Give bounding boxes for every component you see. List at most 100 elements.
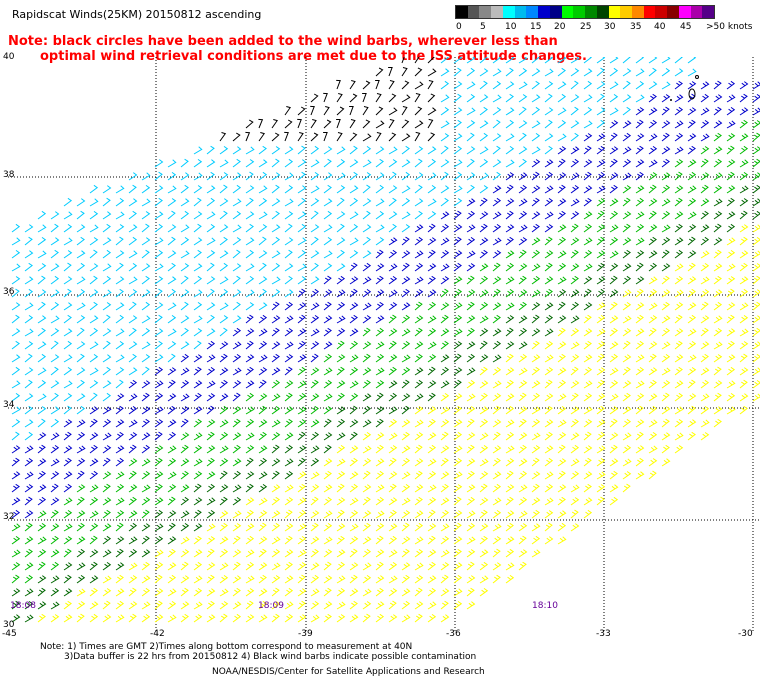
- wind-barb: [414, 548, 424, 558]
- wind-barb: [687, 431, 696, 441]
- wind-barb: [479, 328, 489, 337]
- wind-barb: [674, 106, 684, 116]
- wind-barb: [583, 328, 593, 337]
- wind-barb: [661, 315, 671, 324]
- wind-barb: [453, 562, 463, 571]
- wind-barb: [323, 484, 333, 493]
- wind-barb: [427, 68, 437, 77]
- wind-barb: [310, 341, 320, 350]
- wind-barb: [219, 276, 229, 285]
- wind-barb: [310, 536, 320, 545]
- wind-barb: [388, 380, 398, 389]
- wind-barb: [427, 601, 437, 610]
- wind-barb: [492, 302, 502, 311]
- wind-barb: [76, 419, 86, 428]
- wind-barb: [219, 341, 229, 350]
- wind-barb: [258, 419, 268, 428]
- wind-barb: [479, 406, 489, 415]
- wind-barb: [687, 250, 697, 259]
- wind-barb: [596, 171, 606, 181]
- wind-barb: [752, 250, 760, 259]
- wind-barb: [271, 510, 281, 519]
- wind-barb: [505, 458, 515, 467]
- wind-barb: [518, 523, 528, 532]
- wind-barb: [622, 249, 631, 259]
- wind-barb: [258, 483, 268, 493]
- wind-barb: [674, 392, 684, 402]
- wind-barb: [518, 67, 528, 77]
- wind-barb: [440, 445, 450, 454]
- wind-barb: [245, 588, 255, 597]
- wind-barb: [739, 314, 749, 324]
- wind-barb: [323, 536, 333, 545]
- wind-barb: [401, 393, 411, 402]
- wind-barb: [37, 379, 47, 389]
- wind-barb: [245, 392, 255, 402]
- wind-barb: [518, 249, 527, 259]
- wind-barb: [414, 224, 424, 233]
- wind-barb: [557, 496, 566, 506]
- wind-barb: [635, 314, 644, 324]
- wind-barb: [219, 393, 229, 402]
- wind-barb: [622, 94, 632, 103]
- wind-barb: [297, 392, 307, 402]
- wind-barb: [297, 185, 307, 194]
- wind-barb: [427, 549, 437, 558]
- wind-barb: [492, 340, 502, 350]
- wind-barb: [11, 549, 21, 558]
- wind-barb: [323, 432, 333, 441]
- wind-barb: [401, 133, 411, 142]
- wind-barb: [76, 574, 86, 584]
- wind-barb: [219, 510, 229, 519]
- wind-barb: [531, 68, 541, 77]
- wind-barb: [401, 197, 411, 207]
- wind-barb: [440, 380, 450, 389]
- wind-barb: [661, 458, 671, 467]
- wind-barb: [323, 496, 333, 506]
- longitude-label: -36: [446, 629, 461, 639]
- wind-barb: [180, 379, 190, 389]
- wind-barb: [37, 496, 47, 506]
- wind-barb: [11, 419, 21, 428]
- wind-barb: [180, 601, 190, 610]
- wind-barb: [284, 444, 294, 454]
- wind-barb: [258, 600, 268, 610]
- wind-barb: [24, 614, 34, 623]
- wind-barb: [154, 288, 163, 298]
- wind-barb: [453, 93, 462, 103]
- wind-barb: [609, 263, 619, 272]
- wind-barb: [232, 184, 242, 194]
- wind-barb: [713, 289, 723, 298]
- wind-barb: [414, 93, 421, 103]
- wind-barb: [180, 275, 189, 285]
- wind-barb: [63, 366, 73, 376]
- wind-barb: [271, 236, 281, 246]
- wind-barb: [128, 496, 137, 506]
- wind-barb: [401, 431, 410, 441]
- wind-barb: [414, 484, 424, 493]
- wind-barb: [193, 471, 203, 480]
- wind-barb: [349, 250, 359, 259]
- wind-barb: [505, 198, 515, 207]
- wind-barb: [258, 548, 267, 558]
- wind-barb: [258, 132, 266, 142]
- wind-barb: [193, 549, 203, 558]
- wind-barb: [193, 392, 202, 402]
- wind-barb: [596, 159, 606, 168]
- wind-barb: [557, 262, 567, 272]
- wind-barb: [622, 275, 632, 285]
- wind-barb: [11, 223, 21, 233]
- wind-barb: [570, 146, 580, 155]
- wind-barb: [50, 458, 60, 467]
- wind-barb: [401, 236, 410, 246]
- wind-barb: [531, 237, 541, 246]
- wind-barb: [11, 354, 21, 363]
- wind-barb: [635, 457, 644, 467]
- wind-barb: [219, 145, 229, 155]
- wind-barb: [362, 458, 372, 467]
- wind-barb: [24, 600, 34, 610]
- wind-barb: [219, 562, 229, 571]
- wind-barb: [570, 289, 580, 298]
- wind-barb: [232, 523, 242, 532]
- wind-barb: [11, 497, 21, 506]
